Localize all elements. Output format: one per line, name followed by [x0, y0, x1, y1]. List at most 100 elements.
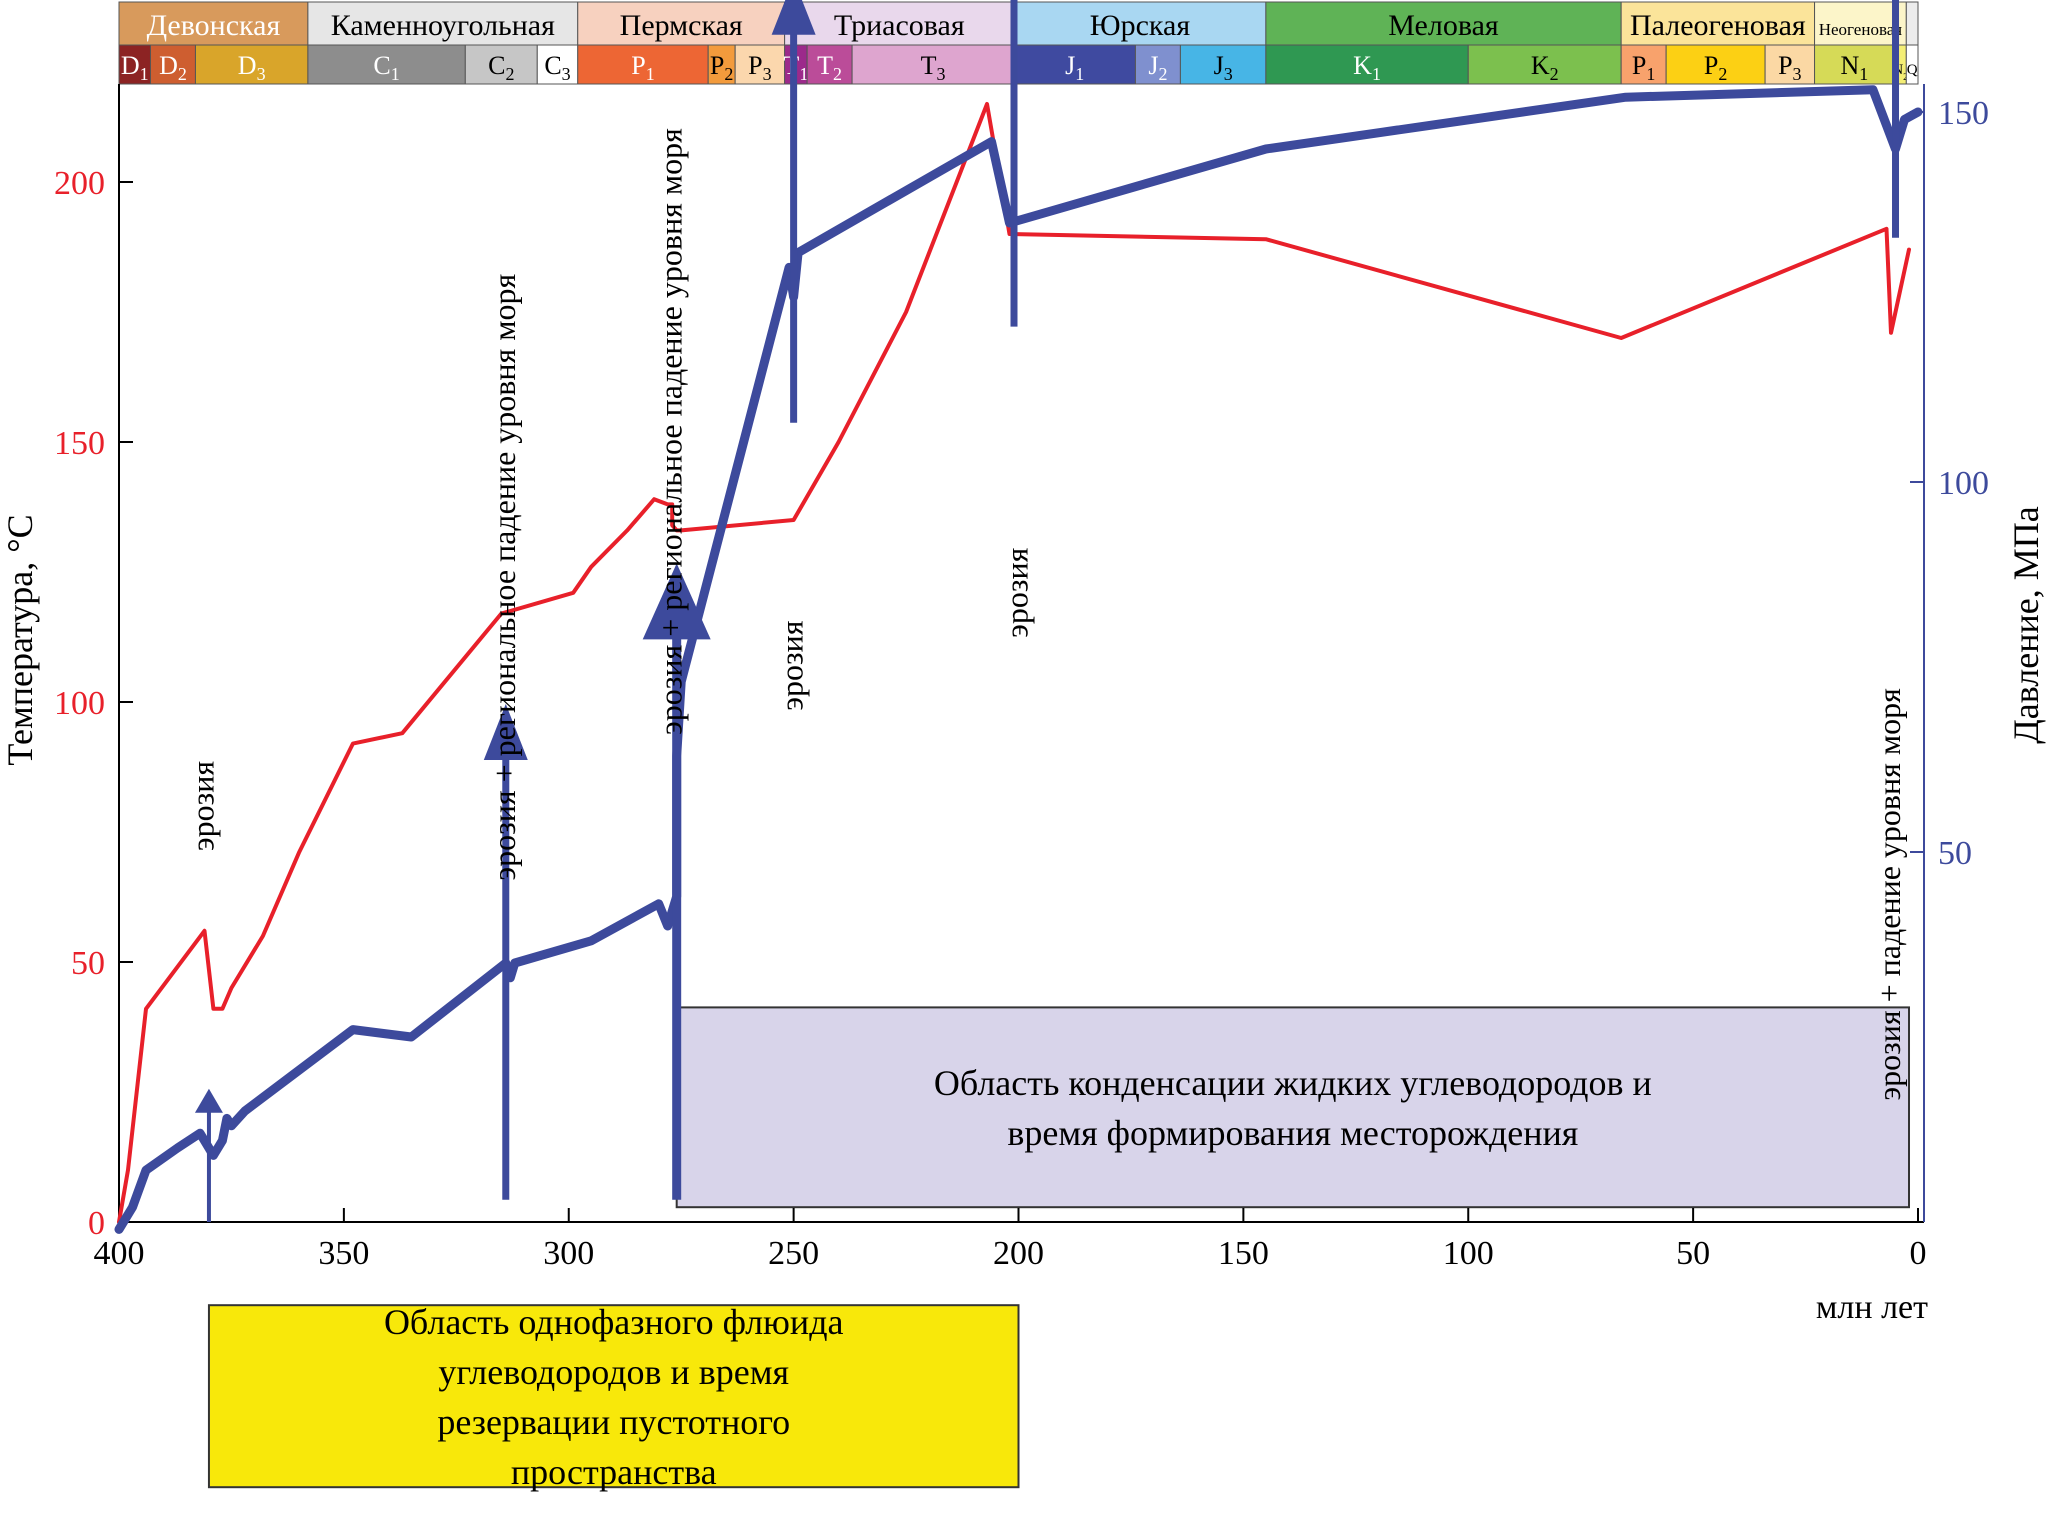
period-cell	[577, 1, 786, 46]
period-cell	[1013, 1, 1267, 46]
y-right-tick-label: 50	[1938, 835, 1972, 872]
y-left-tick-label: 150	[54, 425, 105, 462]
period-cell	[784, 1, 1015, 46]
region-box-line: время формирования месторождения	[1007, 1113, 1578, 1153]
axes: 400 350 300 250 200 150 100 50 0 0 50 100 150 200 50 10…	[54, 84, 1989, 1272]
epoch-label: P3	[1778, 51, 1801, 84]
period-label: Юрская	[1090, 9, 1191, 42]
annotations: эрозия эрозия + региональное падение уров…	[185, 128, 1907, 1101]
epoch-cell	[194, 44, 309, 85]
epoch-label: P1	[1632, 51, 1655, 84]
epoch-label: N1	[1840, 51, 1868, 84]
y-axis-left-label: Температура, °C	[0, 514, 40, 765]
period-label: Меловая	[1388, 9, 1499, 42]
x-tick-label: 250	[768, 1235, 819, 1272]
epoch-label: J1	[1065, 51, 1084, 84]
period-cell	[307, 1, 579, 46]
pressure-line	[114, 85, 1923, 1234]
period-cell	[1265, 1, 1622, 46]
event-arrow-head	[771, 0, 816, 35]
epoch-label: P2	[710, 51, 733, 84]
epoch-label: P1	[631, 51, 654, 84]
single-phase-region-box: Область однофазного флюида углеводородов …	[207, 1302, 1020, 1492]
epoch-label: T3	[921, 51, 946, 84]
epoch-cell	[1179, 44, 1267, 85]
epoch-cell	[118, 44, 151, 85]
region-box-rect	[675, 1006, 1911, 1209]
region-box-line: Область однофазного флюида	[384, 1302, 844, 1342]
period-cell	[1814, 1, 1907, 46]
region-box-line: пространства	[511, 1452, 717, 1492]
region-box-line: резервации пустотного	[437, 1402, 790, 1442]
epoch-label: K2	[1531, 51, 1559, 84]
epoch-label: C1	[373, 51, 399, 84]
epoch-label: J3	[1214, 51, 1233, 84]
epoch-label: J2	[1148, 51, 1167, 84]
period-label: Триасовая	[834, 9, 965, 42]
period-label: Девонская	[147, 9, 281, 42]
epoch-cell	[851, 44, 1015, 85]
period-cell	[1905, 1, 1919, 46]
x-tick-label: 200	[993, 1235, 1044, 1272]
x-tick-label: 100	[1443, 1235, 1494, 1272]
epoch-label: D3	[238, 51, 266, 84]
epoch-cell	[1134, 44, 1181, 85]
annotation-label: эрозия	[774, 620, 810, 711]
period-label: Неогеновая	[1819, 20, 1903, 39]
axis-labels: Температура, °C Давление, МПа млн лет	[0, 506, 2046, 1326]
annotation-label: эрозия	[999, 547, 1035, 638]
epoch-cell	[1265, 44, 1469, 85]
epoch-cell	[707, 44, 736, 85]
annotation-label: эрозия + региональное падение уровня мор…	[652, 128, 688, 735]
epoch-cell	[1665, 44, 1766, 85]
epoch-label: P2	[1704, 51, 1727, 84]
y-left-tick-label: 50	[71, 945, 105, 982]
y-left-tick-label: 100	[54, 685, 105, 722]
epoch-label: P3	[748, 51, 771, 84]
x-tick-label: 350	[318, 1235, 369, 1272]
period-label: Каменноугольная	[331, 9, 555, 42]
geologic-period-band: Девонская Каменноугольная Пермская Триасова…	[118, 1, 1919, 46]
y-right-tick-label: 150	[1938, 95, 1989, 132]
series-lines	[114, 85, 1923, 1234]
x-tick-label: 0	[1910, 1235, 1927, 1272]
epoch-label: C3	[544, 51, 570, 84]
condensation-region-box: Область конденсации жидких углеводородов…	[675, 1006, 1911, 1209]
period-label: Палеогеновая	[1630, 9, 1806, 42]
epoch-cell	[307, 44, 466, 85]
region-box-line: Область конденсации жидких углеводородов…	[934, 1063, 1652, 1103]
region-box-line: углеводородов и время	[438, 1352, 789, 1392]
epoch-cell	[1814, 44, 1895, 85]
epoch-label: Q	[1907, 62, 1918, 78]
epoch-cell	[577, 44, 709, 85]
y-left-tick-label: 0	[88, 1205, 105, 1242]
x-tick-label: 50	[1676, 1235, 1710, 1272]
epoch-label: D1	[121, 51, 149, 84]
x-tick-label: 150	[1218, 1235, 1269, 1272]
epoch-cell	[464, 44, 538, 85]
y-axis-right-label: Давление, МПа	[2006, 506, 2046, 744]
x-axis-label: млн лет	[1816, 1289, 1928, 1326]
epoch-cell	[1467, 44, 1622, 85]
annotation-label: эрозия	[185, 761, 221, 852]
epoch-label: C2	[488, 51, 514, 84]
x-tick-label: 300	[543, 1235, 594, 1272]
event-arrow-head	[194, 1088, 223, 1113]
period-cell	[118, 1, 309, 46]
event-arrows	[194, 0, 1900, 1222]
y-right-tick-label: 100	[1938, 465, 1989, 502]
annotation-label: эрозия + региональное падение уровня мор…	[486, 274, 522, 881]
geologic-epoch-band: D1D2D3C1C2C3P1P2P3T1T2T3J1J2J3K1K2P1P2P3…	[118, 44, 1919, 85]
epoch-cell	[536, 44, 579, 85]
epoch-cell	[1905, 44, 1919, 85]
event-arrow-head	[483, 704, 528, 760]
epoch-cell	[149, 44, 196, 85]
event-arrow-head	[642, 563, 711, 640]
epoch-cell	[806, 44, 853, 85]
y-left-tick-label: 200	[54, 165, 105, 202]
epoch-label: K1	[1353, 51, 1381, 84]
x-tick-label: 400	[94, 1235, 145, 1272]
region-box-rect	[207, 1304, 1020, 1489]
period-label: Пермская	[620, 9, 743, 42]
